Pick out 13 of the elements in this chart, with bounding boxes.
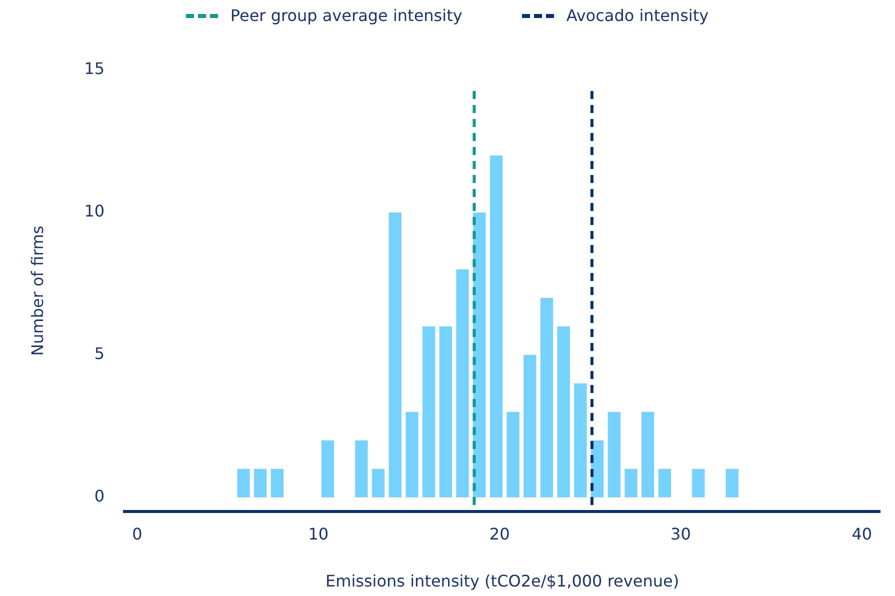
x-tick-label: 20 [489, 524, 510, 544]
x-tick-label: 40 [852, 524, 872, 544]
legend-label: Avocado intensity [566, 6, 709, 25]
y-tick-label: 5 [94, 344, 105, 364]
y-tick-label: 10 [84, 202, 105, 221]
x-tick-label: 30 [670, 524, 691, 544]
legend-label: Peer group average intensity [230, 6, 462, 25]
x-tick-label: 0 [132, 524, 142, 544]
y-tick-label: 15 [84, 59, 105, 78]
y-tick-label: 0 [94, 486, 105, 506]
y-axis-title: Number of firms [28, 226, 47, 356]
x-axis-title: Emissions intensity (tCO2e/$1,000 revenue) [325, 572, 680, 591]
x-tick-label: 10 [308, 524, 329, 544]
